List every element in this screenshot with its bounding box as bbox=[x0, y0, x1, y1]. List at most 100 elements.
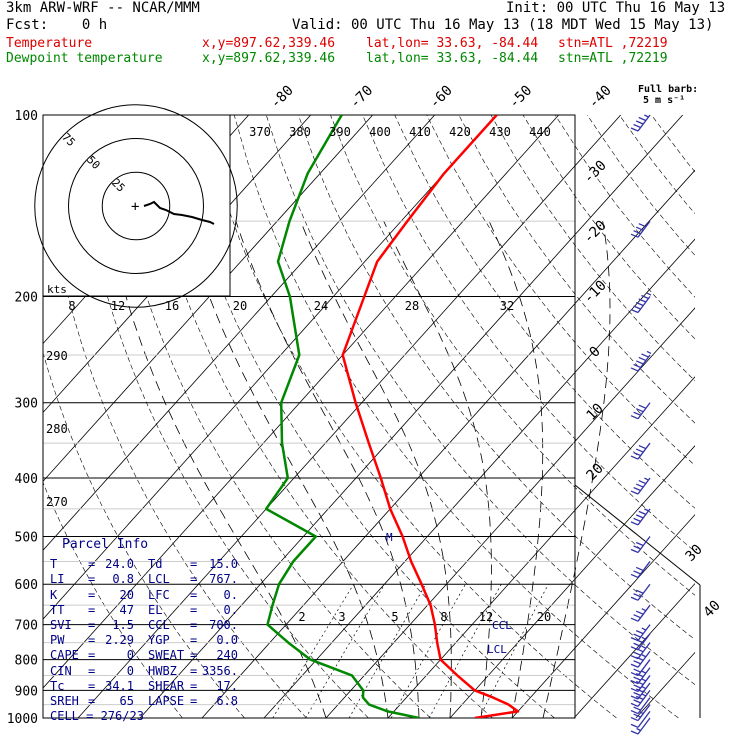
parcel-equals-2: = bbox=[190, 648, 198, 663]
theta-label: 380 bbox=[289, 125, 311, 139]
parcel-value-2: 3356. bbox=[201, 663, 238, 678]
isotherm-label: -60 bbox=[427, 83, 456, 112]
mixing-ratio-line bbox=[348, 584, 427, 718]
wind-barb-half-flag bbox=[644, 508, 649, 512]
wind-barb-flag bbox=[633, 691, 641, 697]
parcel-info-row: SVI = 1.5 CCL = 700. bbox=[44, 618, 242, 633]
wind-barb-flag bbox=[630, 308, 639, 314]
parcel-equals: = bbox=[88, 602, 96, 617]
barb-legend-line1: Full barb: bbox=[638, 84, 698, 95]
parcel-equals-2: = bbox=[190, 678, 198, 693]
isotherm-label: 10 bbox=[584, 401, 607, 424]
dewpoint-line bbox=[264, 115, 420, 718]
parcel-value: 0.8 bbox=[112, 572, 134, 587]
wind-barb bbox=[630, 536, 651, 554]
parcel-key: SVI bbox=[50, 617, 72, 632]
parcel-value-2: 767. bbox=[209, 572, 238, 587]
wind-barb-flag bbox=[630, 695, 639, 700]
wind-barb-staff bbox=[637, 583, 651, 601]
wind-barb-staff bbox=[637, 697, 651, 714]
dewpoint-legend-label: Dewpoint temperature bbox=[6, 51, 163, 66]
wind-barb-staff bbox=[637, 296, 651, 313]
wind-barb bbox=[630, 659, 651, 677]
isotherm-label: -50 bbox=[506, 83, 535, 112]
hodograph-ring bbox=[34, 104, 238, 308]
wind-barb-staff bbox=[637, 114, 651, 132]
wind-barb-flag bbox=[630, 709, 639, 715]
mixing-ratio-line bbox=[272, 584, 354, 718]
hodograph-trace bbox=[143, 200, 215, 225]
pressure-tick-label: 400 bbox=[15, 472, 38, 487]
wind-barb-flag bbox=[638, 116, 647, 122]
wind-barb bbox=[630, 477, 651, 495]
wind-barb-half-flag bbox=[641, 608, 647, 612]
wind-barb-half-flag bbox=[636, 727, 641, 732]
temperature-station: stn=ATL ,72219 bbox=[558, 36, 668, 51]
parcel-value-2: 6.8 bbox=[216, 693, 238, 708]
parcel-info-row: PW = 2.29 YGP = 0.0 bbox=[44, 633, 242, 648]
parcel-key: SREH bbox=[50, 693, 79, 708]
parcel-equals-2: = bbox=[190, 587, 198, 602]
isotherm-label: -70 bbox=[347, 83, 376, 112]
wind-barb-staff bbox=[637, 477, 651, 495]
parcel-value: 47 bbox=[119, 602, 134, 617]
wind-barb-staff bbox=[637, 354, 651, 372]
wind-barb-flag bbox=[633, 570, 641, 575]
theta-label: 420 bbox=[449, 125, 471, 139]
wind-barb-flag bbox=[633, 614, 641, 619]
temperature-latlon: lat,lon= 33.63, -84.44 bbox=[366, 36, 539, 51]
parcel-value-2: 240 bbox=[216, 648, 238, 663]
wind-barb-flag bbox=[635, 589, 644, 594]
parcel-key: PW bbox=[50, 633, 65, 648]
wind-barb-flag bbox=[633, 651, 641, 656]
wind-barb bbox=[630, 642, 651, 660]
isotherm-label: -80 bbox=[268, 83, 297, 112]
parcel-equals-2: = bbox=[190, 617, 198, 632]
pressure-tick-label: 900 bbox=[15, 684, 38, 699]
parcel-info-panel: Parcel Info T = 24.0 Td = 15.0 LI = 0.8 LCL = 767. K… bbox=[44, 537, 242, 733]
lcl-marker: LCL bbox=[487, 643, 507, 656]
wind-barb-staff bbox=[637, 690, 651, 707]
parcel-key: CELL = 276/23 bbox=[50, 709, 144, 724]
wind-barb-half-flag bbox=[641, 627, 647, 631]
parcel-equals-2: = bbox=[190, 557, 198, 572]
dry-adiabat-line bbox=[426, 115, 695, 466]
theta-label: 430 bbox=[489, 125, 511, 139]
hodograph-origin-marker: + bbox=[131, 199, 139, 215]
wind-barb-flag bbox=[635, 226, 644, 231]
wind-barb-flag bbox=[633, 713, 641, 718]
wind-barb-flag bbox=[633, 642, 641, 647]
theta-label: 390 bbox=[329, 125, 351, 139]
wind-barb bbox=[630, 114, 651, 132]
series-clip-group bbox=[264, 115, 520, 718]
isotherm-line bbox=[325, 307, 695, 718]
parcel-key-2: LFC bbox=[148, 587, 170, 602]
parcel-key-2: CCL bbox=[148, 617, 170, 632]
wind-barb bbox=[630, 442, 651, 460]
isotherm-line bbox=[77, 115, 621, 718]
barb-area-diagonal bbox=[574, 484, 701, 586]
parcel-value-2: 17. bbox=[216, 678, 238, 693]
parcel-info-row: LI = 0.8 LCL = 767. bbox=[44, 572, 242, 587]
parcel-info-row: SREH = 65 LAPSE = 6.8 bbox=[44, 694, 242, 709]
wind-barb-flag bbox=[638, 356, 647, 362]
wind-barb-staff bbox=[637, 667, 651, 685]
parcel-info-row: CELL = 276/23 bbox=[44, 709, 242, 724]
wind-barb-flag bbox=[638, 479, 647, 485]
parcel-key: CAPE bbox=[50, 648, 79, 663]
wind-barb-flag bbox=[635, 514, 644, 519]
mixing-ratio-label-upper: 20 bbox=[233, 299, 247, 313]
dry-adiabat-line bbox=[651, 115, 695, 173]
parcel-value-2: 15.0 bbox=[209, 557, 238, 572]
parcel-info-row: CAPE = 0 SWEAT = 240 bbox=[44, 648, 242, 663]
sounding-series bbox=[264, 115, 520, 718]
wind-barb-flag bbox=[630, 730, 639, 735]
wind-barb-staff bbox=[637, 561, 651, 578]
isotherm-line bbox=[263, 238, 695, 718]
theta-label: 400 bbox=[369, 125, 391, 139]
pressure-tick-label: 700 bbox=[15, 619, 38, 634]
moist-adiabat-line bbox=[235, 221, 420, 718]
wind-barb-flag bbox=[630, 617, 639, 622]
parcel-equals-2: = bbox=[190, 663, 198, 678]
